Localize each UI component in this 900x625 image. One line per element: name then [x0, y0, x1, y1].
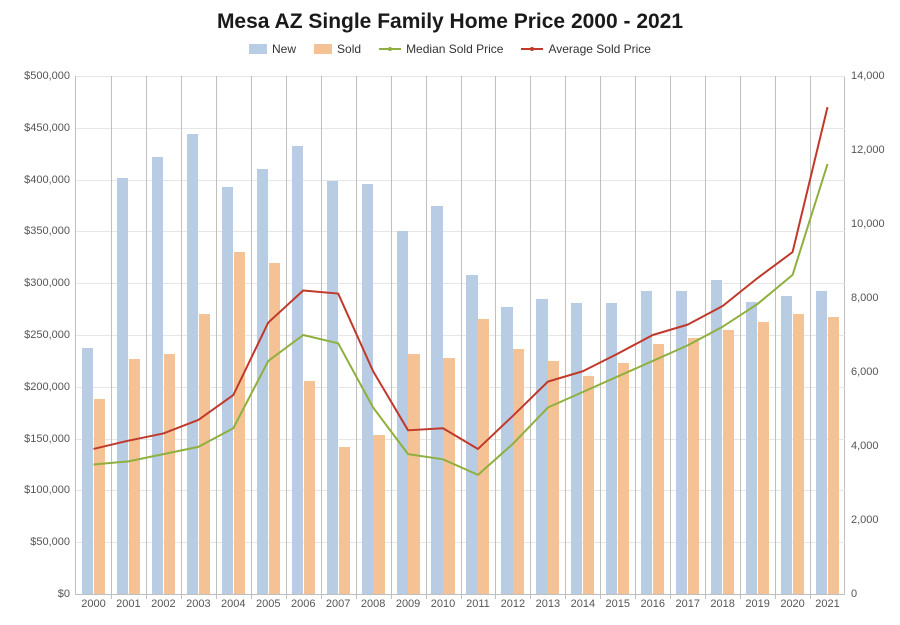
- legend-item: Sold: [314, 42, 361, 56]
- y-right-tick-label: 12,000: [845, 144, 885, 156]
- x-tick-label: 2020: [780, 594, 804, 610]
- x-tick-label: 2005: [256, 594, 280, 610]
- x-tick-label: 2006: [291, 594, 315, 610]
- x-tick-label: 2015: [606, 594, 630, 610]
- plot-area: $0$50,000$100,000$150,000$200,000$250,00…: [75, 76, 845, 595]
- x-tick-label: 2002: [151, 594, 175, 610]
- y-right-tick-label: 2,000: [845, 514, 879, 526]
- legend-item: Median Sold Price: [379, 42, 503, 56]
- x-tick-label: 2018: [710, 594, 734, 610]
- y-left-tick-label: $500,000: [24, 70, 76, 82]
- legend-swatch-line: [521, 48, 543, 50]
- y-right-tick-label: 10,000: [845, 218, 885, 230]
- x-tick-label: 2011: [466, 594, 490, 610]
- y-left-tick-label: $350,000: [24, 225, 76, 237]
- legend-item: Average Sold Price: [521, 42, 651, 56]
- x-tick-label: 2009: [396, 594, 420, 610]
- y-right-tick-label: 4,000: [845, 440, 879, 452]
- x-tick-label: 2000: [81, 594, 105, 610]
- x-tick-label: 2001: [116, 594, 140, 610]
- x-tick-label: 2004: [221, 594, 245, 610]
- legend-label: New: [272, 42, 296, 56]
- x-tick-label: 2012: [501, 594, 525, 610]
- x-tick-label: 2021: [815, 594, 839, 610]
- x-tick-label: 2007: [326, 594, 350, 610]
- legend-label: Sold: [337, 42, 361, 56]
- y-right-tick-label: 14,000: [845, 70, 885, 82]
- x-tick-label: 2019: [745, 594, 769, 610]
- y-left-tick-label: $300,000: [24, 277, 76, 289]
- x-tick-label: 2008: [361, 594, 385, 610]
- chart-container: Mesa AZ Single Family Home Price 2000 - …: [0, 0, 900, 625]
- legend: New Sold Median Sold Price Average Sold Pri…: [0, 42, 900, 56]
- y-left-tick-label: $50,000: [30, 536, 76, 548]
- legend-label: Average Sold Price: [548, 42, 651, 56]
- y-left-tick-label: $150,000: [24, 433, 76, 445]
- y-right-tick-label: 0: [845, 588, 857, 600]
- x-tick-label: 2017: [675, 594, 699, 610]
- chart-title: Mesa AZ Single Family Home Price 2000 - …: [0, 0, 900, 34]
- y-right-tick-label: 6,000: [845, 366, 879, 378]
- x-tick-label: 2013: [536, 594, 560, 610]
- y-left-tick-label: $450,000: [24, 122, 76, 134]
- legend-label: Median Sold Price: [406, 42, 503, 56]
- x-tick-label: 2003: [186, 594, 210, 610]
- legend-swatch-bar: [314, 44, 332, 54]
- y-left-tick-label: $200,000: [24, 381, 76, 393]
- legend-swatch-line: [379, 48, 401, 50]
- y-right-tick-label: 8,000: [845, 292, 879, 304]
- legend-item: New: [249, 42, 296, 56]
- x-tick-label: 2010: [431, 594, 455, 610]
- median-sold-price-line: [93, 164, 827, 475]
- x-tick-label: 2016: [641, 594, 665, 610]
- legend-swatch-bar: [249, 44, 267, 54]
- y-left-tick-label: $0: [58, 588, 76, 600]
- x-tick-label: 2014: [571, 594, 595, 610]
- y-left-tick-label: $100,000: [24, 484, 76, 496]
- y-left-tick-label: $400,000: [24, 174, 76, 186]
- line-layer: [76, 76, 845, 594]
- y-left-tick-label: $250,000: [24, 329, 76, 341]
- average-sold-price-line: [93, 107, 827, 449]
